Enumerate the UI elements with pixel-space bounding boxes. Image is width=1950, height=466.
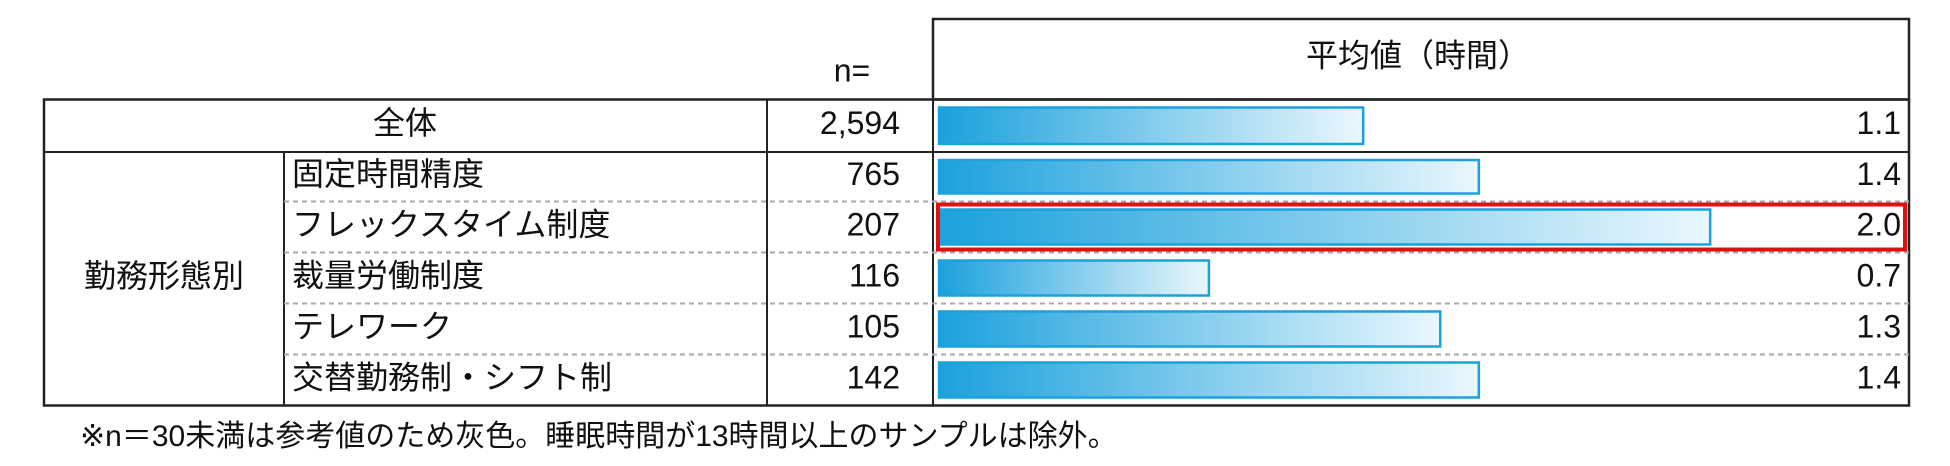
value-label: 0.7 (1857, 257, 1901, 293)
category-label: 全体 (373, 105, 437, 141)
category-label: フレックスタイム制度 (292, 206, 610, 242)
n-value: 116 (849, 257, 900, 293)
highlight-box (936, 202, 1907, 252)
bar (937, 208, 1712, 246)
n-value: 142 (847, 359, 900, 395)
n-header: n= (834, 52, 870, 88)
n-value: 765 (847, 156, 900, 192)
n-value: 207 (847, 206, 900, 242)
value-label: 2.0 (1857, 206, 1901, 242)
footnote: ※n＝30未満は参考値のため灰色。睡眠時間が13時間以上のサンプルは除外。 (80, 420, 1118, 453)
value-label: 1.4 (1857, 359, 1901, 395)
bar (937, 106, 1365, 146)
category-label: 固定時間精度 (292, 156, 484, 192)
category-label: テレワーク (292, 308, 452, 344)
bar (937, 310, 1442, 348)
value-label: 1.1 (1857, 105, 1901, 141)
value-label: 1.4 (1857, 156, 1901, 192)
group-label: 勤務形態別 (84, 258, 244, 294)
bar (937, 158, 1481, 195)
category-label: 裁量労働制度 (292, 257, 484, 293)
bar (937, 361, 1481, 399)
value-label: 1.3 (1857, 308, 1901, 344)
axis-title: 平均値（時間） (1306, 37, 1530, 73)
category-label: 交替勤務制・シフト制 (292, 359, 612, 395)
n-value: 2,594 (820, 105, 900, 141)
n-value: 105 (847, 308, 900, 344)
bar (937, 259, 1211, 297)
